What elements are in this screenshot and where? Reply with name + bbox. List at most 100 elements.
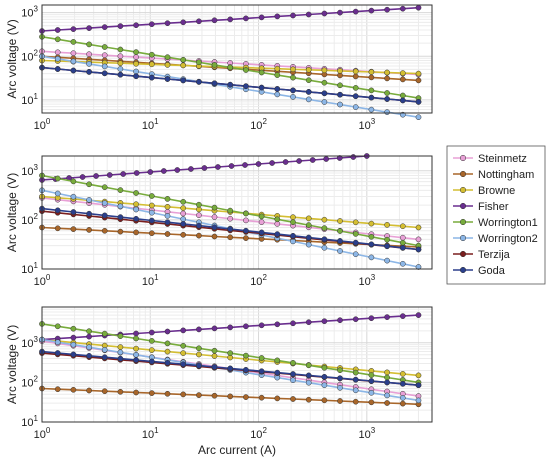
data-point bbox=[352, 369, 359, 376]
data-point bbox=[54, 207, 61, 214]
data-point bbox=[86, 328, 92, 335]
data-point bbox=[352, 93, 359, 100]
data-point bbox=[164, 231, 171, 237]
legend-label: Terzija bbox=[478, 249, 511, 261]
data-point bbox=[415, 99, 422, 105]
data-point bbox=[148, 51, 155, 58]
data-point bbox=[180, 231, 187, 238]
data-point bbox=[258, 69, 265, 76]
series-goda bbox=[39, 348, 422, 389]
data-point bbox=[321, 79, 328, 86]
data-point bbox=[321, 67, 328, 74]
data-point bbox=[180, 56, 187, 63]
data-point bbox=[321, 236, 328, 243]
data-point bbox=[164, 359, 171, 366]
data-point bbox=[117, 344, 124, 350]
data-point bbox=[101, 44, 108, 50]
data-point bbox=[133, 345, 139, 352]
y-tick-label: 102 bbox=[21, 212, 38, 227]
data-point bbox=[133, 206, 139, 213]
data-point bbox=[101, 70, 108, 77]
data-point bbox=[274, 369, 281, 376]
data-point bbox=[211, 17, 218, 24]
data-point bbox=[352, 398, 359, 405]
data-point bbox=[54, 36, 61, 43]
data-point bbox=[101, 354, 108, 361]
data-point bbox=[101, 52, 108, 59]
data-point bbox=[243, 15, 249, 22]
data-point bbox=[337, 375, 343, 382]
legend-marker bbox=[459, 154, 467, 162]
data-point bbox=[415, 312, 422, 318]
data-point bbox=[321, 216, 328, 223]
data-point bbox=[243, 352, 249, 359]
y-tick-label: 103 bbox=[21, 163, 38, 178]
legend-marker bbox=[459, 202, 467, 210]
data-point bbox=[133, 229, 139, 236]
data-point bbox=[86, 210, 92, 217]
data-point bbox=[384, 379, 390, 386]
data-point bbox=[227, 350, 234, 356]
data-point bbox=[164, 348, 171, 355]
data-point bbox=[243, 210, 249, 217]
data-point bbox=[337, 218, 343, 224]
data-point bbox=[201, 165, 208, 171]
data-point bbox=[196, 232, 202, 239]
data-point bbox=[70, 193, 77, 200]
data-point bbox=[321, 373, 328, 380]
data-point bbox=[290, 377, 296, 384]
data-point bbox=[368, 87, 375, 94]
data-point bbox=[399, 92, 406, 99]
data-point bbox=[415, 382, 422, 389]
data-point bbox=[196, 326, 202, 333]
legend-item-terzija: Terzija bbox=[453, 249, 511, 261]
data-point bbox=[384, 257, 390, 264]
data-point bbox=[243, 323, 249, 330]
data-point bbox=[164, 76, 171, 82]
data-point bbox=[274, 65, 281, 72]
data-point bbox=[54, 175, 61, 182]
legend-item-steinmetz: Steinmetz bbox=[453, 153, 527, 165]
data-point bbox=[180, 210, 187, 217]
x-tick-label: 101 bbox=[142, 426, 159, 441]
data-point bbox=[399, 97, 406, 104]
data-point bbox=[133, 215, 139, 222]
data-point bbox=[399, 380, 406, 387]
data-point bbox=[274, 86, 281, 92]
data-point bbox=[215, 164, 221, 170]
data-point bbox=[211, 204, 218, 211]
data-point bbox=[211, 80, 218, 87]
data-point bbox=[321, 225, 328, 231]
data-point bbox=[274, 321, 281, 328]
data-point bbox=[148, 338, 155, 344]
data-point bbox=[243, 235, 249, 241]
data-point bbox=[384, 314, 390, 320]
data-point bbox=[243, 217, 249, 224]
data-point bbox=[258, 229, 265, 236]
data-point bbox=[274, 91, 281, 98]
data-point bbox=[352, 85, 359, 91]
data-point bbox=[274, 216, 281, 223]
axes-frame bbox=[41, 306, 433, 423]
data-point bbox=[352, 387, 359, 394]
data-point bbox=[133, 68, 139, 75]
data-point bbox=[86, 344, 92, 351]
data-point bbox=[352, 73, 359, 80]
data-point bbox=[352, 316, 359, 323]
data-point bbox=[305, 89, 312, 95]
legend-item-goda: Goda bbox=[453, 265, 506, 277]
data-point bbox=[101, 212, 108, 219]
data-point bbox=[352, 231, 359, 237]
data-point bbox=[147, 169, 154, 175]
data-point bbox=[384, 222, 390, 228]
data-point bbox=[274, 231, 281, 237]
data-point bbox=[86, 227, 92, 233]
data-point bbox=[227, 365, 234, 372]
data-point bbox=[415, 70, 422, 77]
data-point bbox=[196, 201, 202, 208]
data-point bbox=[180, 198, 187, 205]
data-point bbox=[70, 178, 77, 185]
data-point bbox=[148, 390, 155, 396]
data-point bbox=[399, 5, 406, 12]
